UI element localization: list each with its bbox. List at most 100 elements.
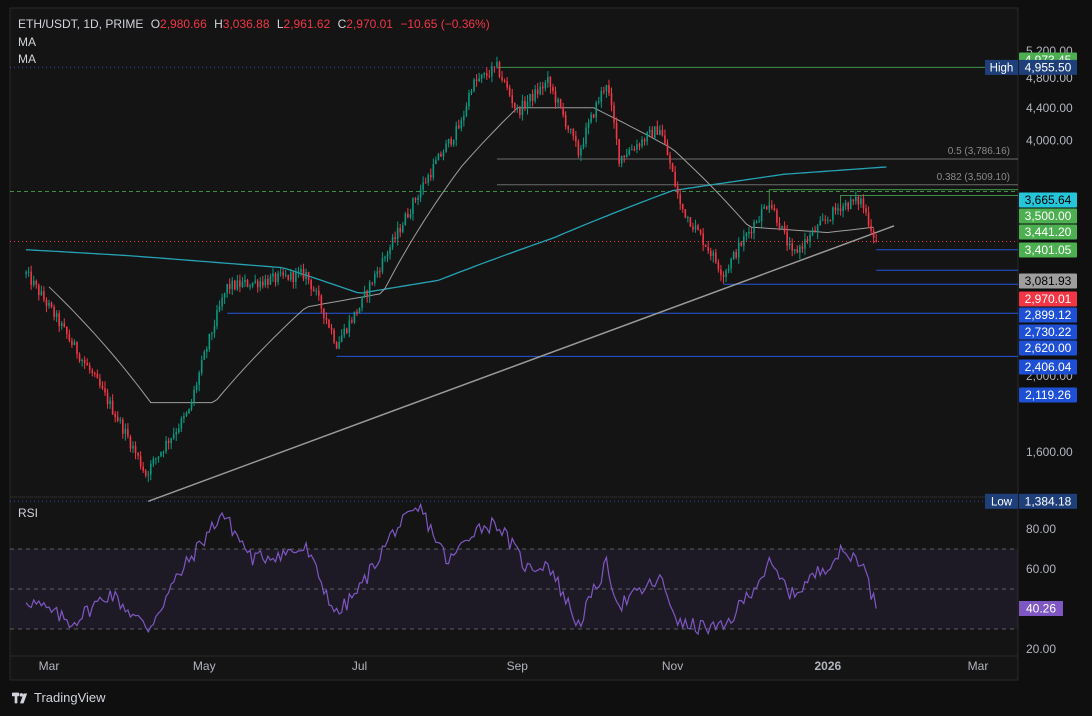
candle-body — [142, 466, 144, 471]
fib-level-label: 0.382 (3,509.10) — [937, 172, 1010, 183]
candle-body — [150, 463, 152, 475]
candle-body — [549, 77, 552, 87]
candle-body — [282, 272, 284, 276]
candle-body — [821, 219, 824, 221]
tradingview-logo-icon — [12, 692, 28, 703]
rsi-tick-label: 20.00 — [1026, 642, 1056, 656]
ma-indicator-label-1[interactable]: MA — [18, 35, 36, 49]
extreme-value-badge — [1019, 493, 1077, 509]
candle-body — [587, 122, 590, 128]
price-badge-label: 3,401.05 — [1025, 243, 1072, 257]
candle-body — [763, 206, 766, 209]
candle-body — [43, 291, 45, 300]
candle-body — [610, 93, 613, 106]
candle-body — [68, 334, 71, 341]
time-tick-label: Sep — [507, 659, 529, 673]
candle-body — [709, 250, 712, 257]
candle-body — [366, 291, 368, 297]
candle-body — [473, 79, 475, 92]
candle-body — [353, 311, 356, 323]
candle-body — [122, 419, 124, 434]
candle-body — [508, 87, 511, 96]
candle-body — [419, 189, 422, 198]
candle-body — [697, 225, 699, 231]
price-badge — [1019, 192, 1077, 208]
candle-body — [190, 402, 193, 409]
candle-body — [320, 295, 323, 309]
candle-body — [521, 100, 524, 116]
ma-fast-line — [48, 107, 874, 404]
candle-body — [569, 128, 572, 130]
candle-body — [615, 122, 618, 139]
candle-body — [211, 332, 213, 334]
candle-body — [261, 281, 264, 286]
candle-body — [597, 101, 600, 103]
candle-body — [460, 120, 463, 129]
candle-body — [427, 174, 430, 183]
candle-body — [368, 282, 371, 297]
candle-body — [653, 126, 656, 138]
candle-body — [442, 152, 445, 157]
candle-body — [628, 149, 631, 155]
time-tick-label: Jul — [352, 659, 367, 673]
candle-body — [254, 280, 256, 283]
candle-body — [765, 206, 768, 209]
price-badge — [1019, 273, 1077, 289]
candle-body — [679, 194, 682, 204]
price-badge — [1019, 340, 1077, 356]
candle-body — [592, 114, 595, 118]
candle-body — [745, 233, 748, 237]
candle-body — [373, 274, 376, 284]
candle-body — [289, 272, 292, 280]
candle-body — [424, 182, 427, 184]
candle-body — [343, 328, 346, 336]
candle-body — [165, 440, 167, 452]
price-badge-label: 3,500.00 — [1025, 209, 1072, 223]
candle-body — [870, 225, 872, 231]
candle-body — [776, 210, 778, 224]
candle-body — [666, 143, 669, 156]
candle-body — [78, 354, 81, 361]
candle-body — [735, 252, 738, 258]
candle-body — [429, 174, 432, 178]
tradingview-brand[interactable]: TradingView — [12, 690, 106, 705]
candle-body — [73, 342, 76, 346]
candle-body — [638, 144, 641, 147]
candle-body — [674, 171, 676, 187]
candle-body — [104, 388, 106, 393]
ma-indicator-label-2[interactable]: MA — [18, 52, 36, 66]
candle-body — [656, 126, 659, 135]
candle-body — [55, 313, 58, 318]
candle-body — [305, 271, 307, 279]
rsi-tick-label: 60.00 — [1026, 562, 1056, 576]
price-badge-label: 2,899.12 — [1025, 308, 1072, 322]
candle-body — [111, 400, 114, 415]
candle-body — [132, 445, 134, 449]
candle-body — [506, 81, 508, 88]
candle-body — [554, 91, 557, 103]
candle-body — [613, 105, 615, 123]
candle-body — [539, 86, 542, 94]
rsi-line — [25, 502, 877, 636]
candle-body — [310, 279, 312, 290]
candle-body — [317, 290, 320, 296]
candle-body — [333, 329, 335, 343]
candle-body — [809, 234, 811, 242]
candle-body — [185, 413, 188, 416]
symbol-label: ETH/USDT, 1D, PRIME — [18, 17, 144, 31]
candle-body — [239, 280, 241, 287]
extreme-tag-label: High — [990, 62, 1014, 74]
price-badge-label: 2,970.01 — [1025, 292, 1072, 306]
candle-body — [147, 474, 150, 476]
candle-body — [129, 436, 132, 449]
candle-body — [783, 225, 786, 232]
candle-body — [88, 365, 91, 371]
candle-body — [725, 270, 727, 277]
candle-body — [862, 198, 865, 209]
time-tick-label: Mar — [39, 659, 60, 673]
candle-body — [315, 290, 318, 292]
candle-body — [124, 428, 127, 434]
rsi-indicator-label[interactable]: RSI — [18, 506, 39, 520]
candle-body — [218, 306, 221, 311]
